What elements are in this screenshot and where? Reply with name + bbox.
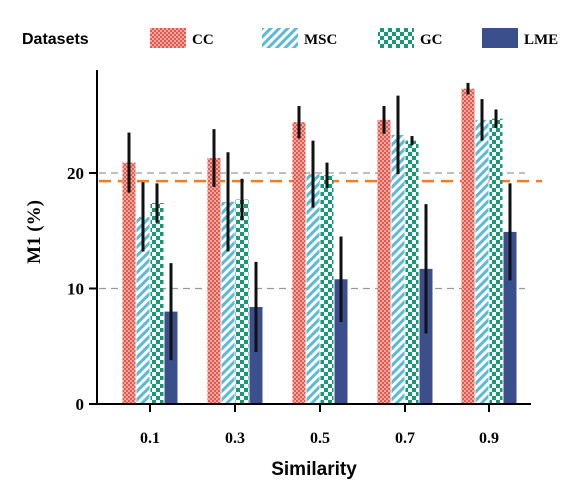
x-tick-label: 0.3 (225, 430, 245, 447)
legend-swatch-msc (262, 28, 298, 48)
legend-label-cc: CC (192, 32, 214, 48)
bar-lme (503, 231, 517, 404)
legend-label-gc: GC (420, 32, 443, 48)
bar-msc (221, 201, 235, 404)
x-axis-label: Similarity (271, 459, 357, 480)
legend-swatch-lme (482, 28, 518, 48)
x-tick-label: 0.1 (140, 430, 160, 447)
legend-label-msc: MSC (304, 32, 337, 48)
y-tick-label: 20 (67, 164, 84, 183)
bar-gc (489, 118, 503, 404)
x-tick-label: 0.9 (479, 430, 499, 447)
bar-msc (391, 134, 405, 404)
bars (122, 88, 517, 405)
x-tick-label: 0.7 (395, 430, 415, 447)
bar-cc (292, 122, 306, 405)
bar-cc (461, 88, 475, 404)
legend-label-lme: LME (524, 32, 558, 48)
bar-msc (306, 174, 320, 404)
bar-lme (334, 279, 348, 404)
x-tick-label: 0.5 (310, 430, 330, 447)
bar-msc (136, 216, 150, 404)
bar-gc (320, 175, 334, 404)
bar-cc (377, 119, 391, 405)
bar-gc (235, 199, 249, 404)
bar-cc (207, 157, 221, 404)
y-ticks: 0 10 20 (67, 164, 97, 414)
bar-msc (475, 119, 489, 405)
y-axis-label: M1 (%) (24, 200, 45, 264)
error-bars (127, 82, 512, 361)
legend-swatch-gc (378, 28, 414, 48)
legend-swatch-cc (150, 28, 186, 48)
bar-cc (122, 162, 136, 404)
legend-title: Datasets (22, 31, 89, 48)
y-tick-label: 10 (67, 280, 84, 299)
bar-lme (419, 268, 433, 404)
legend: Datasets CC MSC GC LME (22, 28, 558, 48)
x-ticks: 0.1 0.3 0.5 0.7 0.9 (140, 404, 499, 447)
bar-gc (150, 203, 164, 404)
bar-lme (249, 306, 263, 404)
y-tick-label: 0 (76, 395, 85, 414)
bar-gc (405, 140, 419, 404)
